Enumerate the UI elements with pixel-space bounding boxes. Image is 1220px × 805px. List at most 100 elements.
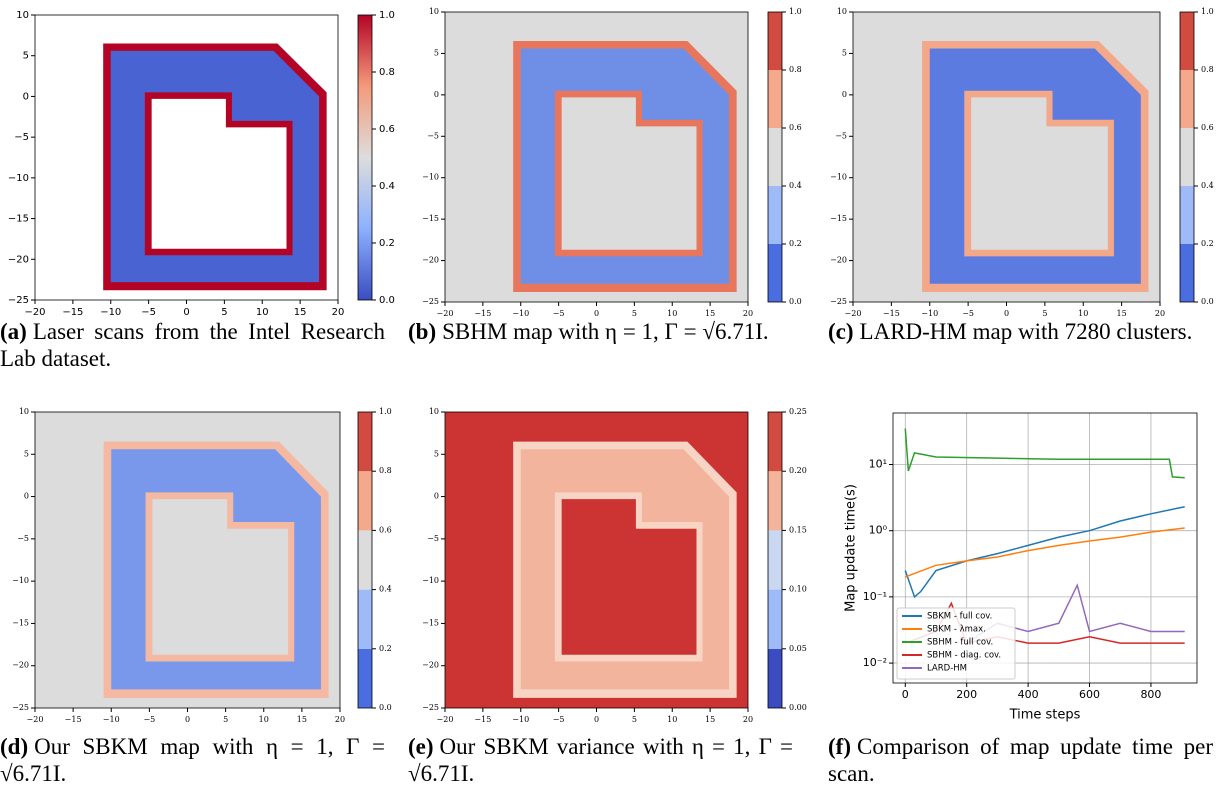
colorbar-tick-label: 0.6 xyxy=(1201,123,1214,132)
y-tick-label: −10 xyxy=(422,576,439,585)
colorbar-band xyxy=(358,471,372,531)
y-tick-label: −25 xyxy=(422,297,439,306)
y-tick-label: −20 xyxy=(422,256,439,265)
colorbar-tick-label: 0.2 xyxy=(379,238,395,249)
caption: (e) Our SBKM variance with η = 1, Γ = √6.… xyxy=(408,733,793,787)
y-tick-label: 10⁻¹ xyxy=(863,590,887,603)
colorbar-tick-label: 0.25 xyxy=(789,407,807,416)
x-tick-label: 15 xyxy=(705,309,715,318)
x-tick-label: −5 xyxy=(962,309,974,318)
legend-box xyxy=(896,607,1016,680)
x-tick-label: −15 xyxy=(474,309,491,318)
y-tick-label: −20 xyxy=(830,256,847,265)
y-tick-label: 0 xyxy=(434,492,439,501)
colorbar-band xyxy=(768,128,782,186)
y-tick-label: −10 xyxy=(8,173,29,184)
y-tick-label: −5 xyxy=(427,534,439,543)
y-tick-label: −15 xyxy=(422,214,439,223)
colorbar-tick-label: 0.0 xyxy=(379,295,395,306)
x-tick-label: 15 xyxy=(1117,309,1127,318)
colorbar-band xyxy=(1180,70,1194,128)
colorbar-frame xyxy=(357,411,373,709)
caption-label: (d) xyxy=(0,734,29,759)
y-tick-label: −25 xyxy=(12,703,29,712)
colorbar xyxy=(358,15,372,300)
caption: (b) SBHM map with η = 1, Γ = √6.71I. xyxy=(408,318,793,345)
x-tick-label: 15 xyxy=(294,307,307,318)
colorbar-tick-label: 1.0 xyxy=(379,407,392,416)
caption-label: (e) xyxy=(408,734,434,759)
y-tick-label: 0 xyxy=(23,91,29,102)
colorbar-band xyxy=(1180,128,1194,186)
x-tick-label: −15 xyxy=(65,715,82,724)
y-tick-label: 5 xyxy=(24,449,29,458)
y-tick-label: −5 xyxy=(14,132,29,143)
x-tick-label: −15 xyxy=(883,309,900,318)
x-tick-label: −10 xyxy=(100,307,121,318)
map-room xyxy=(561,97,697,250)
legend-label: SBHM - diag. cov. xyxy=(927,651,1001,661)
colorbar-frame xyxy=(1179,11,1195,303)
caption: (d) Our SBKM map with η = 1, Γ = √6.71I. xyxy=(0,733,385,787)
panel: 0.0 0.2 0.4 0.6 0.8 1.0 −20 −15 −10 −5 0 5 10 15 20 −25… xyxy=(8,10,395,318)
y-tick-label: 10 xyxy=(429,407,439,416)
colorbar-tick-label: 0.00 xyxy=(789,703,807,712)
x-tick-label: 0 xyxy=(594,715,599,724)
y-tick-label: 10 xyxy=(16,10,29,21)
caption-text: Comparison of map update time per scan. xyxy=(828,734,1213,786)
colorbar-tick-label: 1.0 xyxy=(789,7,802,16)
x-tick-label: −20 xyxy=(437,715,454,724)
y-tick-label: −5 xyxy=(17,534,29,543)
y-tick-label: 10¹ xyxy=(869,458,887,471)
colorbar-band xyxy=(358,589,372,649)
y-tick-label: 0 xyxy=(24,492,29,501)
x-tick-label: −10 xyxy=(103,715,120,724)
colorbar-band xyxy=(1180,244,1194,302)
y-tick-label: 10 xyxy=(19,407,29,416)
x-tick-label: 5 xyxy=(223,715,228,724)
y-tick-label: 10⁰ xyxy=(869,524,888,537)
caption-text: LARD-HM map with 7280 clusters. xyxy=(859,319,1193,344)
x-tick-label: −20 xyxy=(845,309,862,318)
colorbar-tick-label: 0.8 xyxy=(1201,65,1214,74)
colorbar-tick-label: 0.0 xyxy=(1201,297,1214,306)
x-tick-label: 0 xyxy=(185,715,190,724)
x-tick-label: −10 xyxy=(512,309,529,318)
x-tick-label: 5 xyxy=(1042,309,1047,318)
colorbar-tick-label: 0.8 xyxy=(789,65,802,74)
y-tick-label: 10 xyxy=(837,7,847,16)
y-tick-label: −5 xyxy=(835,131,847,140)
x-tick-label: 200 xyxy=(956,688,977,701)
caption-text: Our SBKM map with η = 1, Γ = √6.71I. xyxy=(0,734,385,786)
x-tick-label: 20 xyxy=(335,715,345,724)
colorbar-frame xyxy=(767,11,783,303)
y-tick-label: −20 xyxy=(8,254,29,265)
legend-label: SBKM - full cov. xyxy=(927,612,992,622)
y-tick-label: −5 xyxy=(427,131,439,140)
y-tick-label: −25 xyxy=(8,295,29,306)
colorbar-tick-label: 0.10 xyxy=(789,585,807,594)
y-tick-label: 5 xyxy=(842,48,847,57)
map-room xyxy=(971,97,1108,250)
x-tick-label: 5 xyxy=(221,307,227,318)
y-tick-label: 0 xyxy=(842,90,847,99)
x-tick-label: −15 xyxy=(474,715,491,724)
colorbar-band xyxy=(768,412,782,472)
colorbar-tick-label: 0.6 xyxy=(379,525,392,534)
x-tick-label: −5 xyxy=(141,307,156,318)
y-tick-label: −10 xyxy=(422,173,439,182)
map-room xyxy=(151,98,287,249)
colorbar-tick-label: 0.8 xyxy=(379,67,395,78)
y-tick-label: −15 xyxy=(8,214,29,225)
x-tick-label: 20 xyxy=(332,307,345,318)
x-tick-label: 20 xyxy=(743,715,753,724)
x-tick-label: 600 xyxy=(1079,688,1100,701)
y-tick-label: 5 xyxy=(23,51,29,62)
series-line xyxy=(905,527,1185,578)
panel: SBKM - full cov. SBKM - λmax. SBHM - full … xyxy=(844,412,1198,723)
panel: 0.0 0.2 0.4 0.6 0.8 1.0 −20 −15 −10 −5 0 5 10 15 20 −25… xyxy=(422,7,802,318)
y-tick-label: −25 xyxy=(830,297,847,306)
colorbar-band xyxy=(768,70,782,128)
y-tick-label: −10 xyxy=(12,576,29,585)
